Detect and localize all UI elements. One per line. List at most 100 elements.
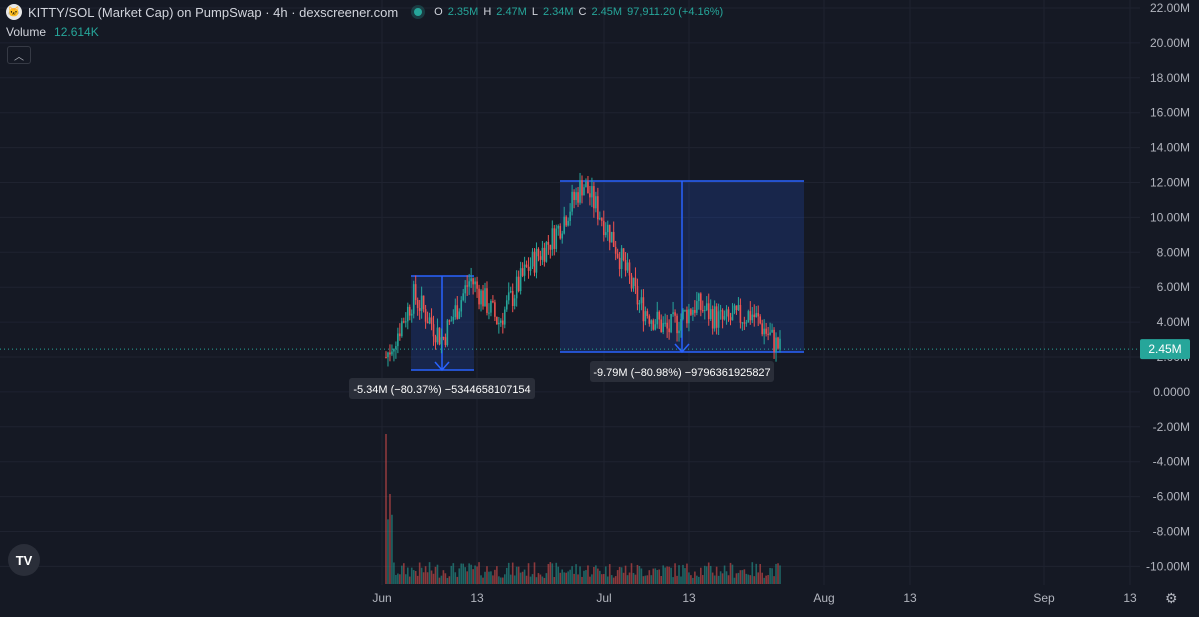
candle-body	[484, 288, 486, 307]
volume-bar	[745, 573, 748, 584]
volume-bar	[618, 566, 621, 584]
candle-body	[775, 337, 777, 352]
close-label: C	[578, 6, 587, 18]
candle-body	[779, 338, 781, 349]
candle-body	[511, 291, 514, 307]
volume-bar	[492, 575, 494, 584]
arrow-down-icon	[434, 361, 450, 372]
candle-body	[660, 319, 663, 333]
volume-bar	[408, 576, 411, 584]
measure-tools: -5.34M (−80.37%) −5344658107154 -9.79M (−…	[349, 180, 804, 399]
candle-body	[652, 320, 655, 330]
candle-body	[705, 303, 708, 311]
candle-body	[711, 309, 714, 329]
arrow-down-icon	[674, 343, 690, 354]
volume-bar	[555, 562, 558, 584]
candle-body	[684, 309, 686, 311]
volume-bar	[545, 573, 548, 584]
candle-body	[474, 281, 476, 285]
volume-bar	[414, 570, 417, 584]
candle-body	[391, 351, 393, 355]
candle-body	[399, 333, 401, 337]
gear-icon[interactable]: ⚙	[1165, 590, 1178, 606]
volume-bar	[486, 566, 488, 584]
candle-body	[422, 295, 425, 310]
candle-body	[490, 301, 492, 313]
x-tick-label: 13	[682, 591, 696, 605]
change-value: 97,911.20 (+4.16%)	[627, 6, 724, 18]
volume-bar	[460, 563, 463, 584]
candle-body	[767, 333, 769, 335]
candle-body	[434, 336, 437, 343]
volume-bar	[450, 565, 453, 584]
volume-bar	[614, 576, 617, 584]
candle-body	[595, 196, 597, 209]
candle-body	[567, 220, 569, 226]
candle-body	[735, 305, 738, 311]
candle-body	[492, 301, 494, 303]
volume-bar	[531, 574, 534, 584]
measure-tool-2: -9.79M (−80.98%) −9796361925827	[560, 180, 804, 382]
candle-body	[531, 251, 534, 267]
tradingview-logo-icon[interactable]: TV	[8, 544, 40, 576]
volume-bar	[727, 575, 730, 584]
volume-bar	[696, 575, 698, 584]
volume-bar	[432, 573, 435, 584]
candle-body	[747, 311, 750, 323]
candle-body	[773, 329, 775, 352]
volume-bar	[547, 564, 550, 584]
volume-bar	[436, 564, 439, 584]
candle-body	[755, 313, 758, 318]
candle-body	[418, 307, 421, 311]
volume-bar	[496, 566, 498, 584]
volume-bar	[672, 577, 674, 584]
y-tick-label: -4.00M	[1153, 455, 1190, 469]
volume-bar	[725, 571, 728, 584]
volume-bar	[559, 572, 562, 584]
candle-body	[395, 346, 397, 349]
volume-bar	[503, 574, 506, 584]
volume-bar	[731, 564, 734, 584]
candle-body	[476, 281, 478, 289]
candle-body	[436, 327, 439, 343]
volume-bar	[541, 576, 544, 584]
volume-bar	[676, 575, 678, 584]
volume-bar	[636, 564, 639, 584]
volume-bar	[648, 570, 651, 584]
volume-bar	[759, 564, 762, 584]
volume-bar	[565, 572, 567, 584]
volume-bar	[464, 567, 466, 584]
candle-body	[452, 316, 455, 321]
candle-body	[424, 309, 427, 322]
candle-body	[555, 228, 558, 249]
candle-body	[454, 305, 457, 317]
candle-body	[646, 311, 649, 317]
candle-body	[557, 225, 560, 229]
volume-bar	[577, 574, 579, 584]
volume-bar	[715, 566, 718, 584]
volume-bar	[711, 572, 714, 584]
measure-label: -9.79M (−80.98%) −9796361925827	[593, 367, 770, 379]
candle-body	[749, 311, 752, 321]
market-status-icon	[414, 8, 423, 16]
volume-bar	[422, 572, 425, 584]
candle-body	[591, 186, 593, 198]
candle-body	[713, 306, 716, 329]
volume-bar	[509, 574, 512, 584]
collapse-legend-button[interactable]: ︿	[7, 46, 31, 64]
volume-bar	[480, 575, 482, 584]
candle-body	[403, 321, 405, 323]
candle-body	[505, 300, 508, 310]
candle-body	[515, 276, 518, 299]
volume-bar	[765, 575, 767, 584]
candle-body	[470, 278, 472, 282]
volume-bar	[507, 562, 510, 584]
volume-bar	[484, 571, 486, 584]
volume-bar	[416, 575, 419, 584]
candle-body	[765, 328, 767, 334]
candle-body	[549, 244, 552, 250]
candle-body	[763, 328, 765, 335]
candle-body	[385, 357, 387, 358]
